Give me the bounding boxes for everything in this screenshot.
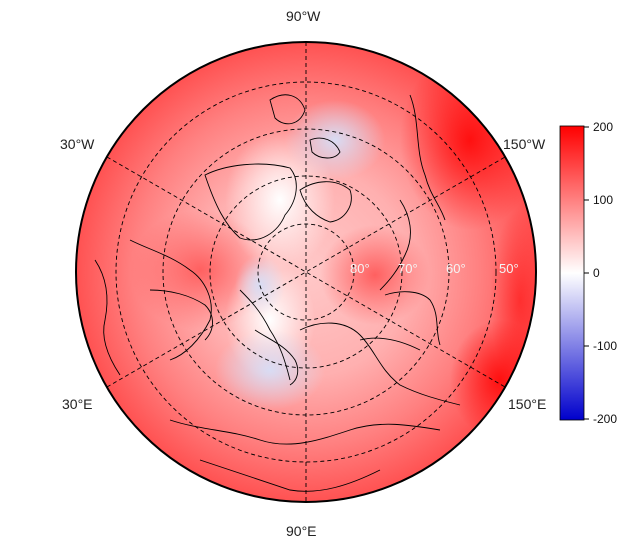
lon-label-upper-right: 150°W — [503, 136, 546, 152]
graticule — [106, 42, 506, 502]
lon-label-top: 90°W — [286, 8, 321, 24]
map-frame — [75, 41, 537, 503]
colorbar-tick-label: 200 — [593, 120, 614, 134]
latitude-labels: 80° 70° 60° 50° — [350, 261, 519, 276]
colorbar-tick-label: 0 — [593, 266, 600, 280]
lat-label-80: 80° — [350, 261, 370, 276]
colorbar-tick-label: -200 — [593, 412, 618, 426]
colorbar-tick-label: -100 — [593, 339, 618, 353]
colorbar — [559, 125, 585, 421]
colorbar-tick-label: 100 — [593, 193, 614, 207]
lon-label-lower-right: 150°E — [508, 396, 547, 412]
colorbar-tick-marks — [584, 126, 589, 420]
lat-label-50: 50° — [499, 261, 519, 276]
lat-label-70: 70° — [398, 261, 418, 276]
anomaly-field — [76, 42, 536, 502]
lon-label-upper-left: 30°W — [60, 136, 95, 152]
lon-label-lower-left: 30°E — [62, 396, 93, 412]
lon-label-bottom: 90°E — [286, 523, 317, 539]
lat-label-60: 60° — [446, 261, 466, 276]
coastlines — [94, 94, 461, 492]
